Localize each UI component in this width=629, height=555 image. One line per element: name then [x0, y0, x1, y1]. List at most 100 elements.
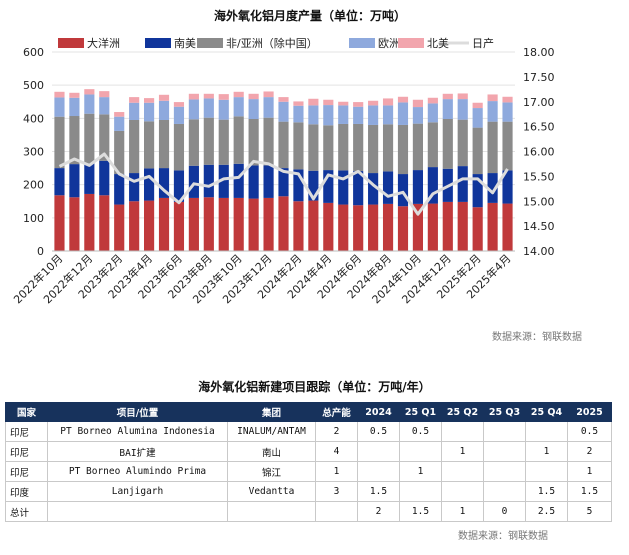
bar-segment [233, 116, 244, 164]
bar-segment [173, 170, 185, 202]
chart-legend: 大洋洲 南美 非/亚洲（除中国） 欧洲 北美 日产 [58, 36, 494, 50]
bar-segment [397, 96, 409, 103]
bar-segment [99, 114, 110, 161]
bar-segment [293, 169, 304, 202]
bar-segment [308, 200, 319, 251]
bar-segment [278, 101, 289, 122]
bar-segment [233, 91, 244, 98]
bar-segment [427, 122, 438, 168]
bar-segment [323, 125, 334, 171]
y-right-tick-label: 17.00 [523, 96, 555, 109]
bar-segment [382, 105, 394, 125]
table-cell: BAI扩建 [47, 441, 228, 462]
bar-segment [188, 165, 199, 198]
bar-segment [173, 106, 185, 124]
table-cell: 1 [441, 501, 484, 522]
bar-segment [99, 91, 110, 98]
table-cell [47, 501, 228, 522]
table-cell: 1 [525, 441, 568, 462]
y-left-tick-label: 100 [23, 212, 44, 225]
bar-segment [218, 99, 229, 120]
table-cell: 锦江 [227, 461, 316, 482]
table-cell [483, 481, 526, 502]
bar-segment [54, 195, 65, 251]
x-axis: 2022年10月2022年12月2023年2月2023年4月2023年6月202… [10, 250, 515, 306]
bar-segment [442, 118, 453, 169]
bar-segment [472, 207, 483, 251]
bar-segment [427, 103, 438, 123]
table-header-cell: 25 Q4 [525, 402, 568, 422]
bar-segment [353, 106, 364, 124]
bar-segment [353, 102, 364, 107]
bar-segment [173, 102, 185, 107]
bar-segment [397, 102, 409, 125]
bar-segment [278, 168, 289, 197]
bar-segment [353, 123, 364, 172]
bar-segment [188, 99, 199, 120]
bar-segment [99, 195, 110, 251]
table-header-cell: 国家 [5, 402, 48, 422]
bar-segment [173, 201, 185, 251]
bar-segment [412, 99, 423, 108]
table-cell: PT Borneo Alumina Indonesia [47, 421, 228, 442]
y-right-tick-label: 18.00 [523, 46, 555, 59]
bar-segment [338, 105, 349, 124]
bar-segment [203, 164, 214, 198]
bar-segment [308, 170, 319, 201]
bar-segment [69, 97, 80, 117]
table-header-cell: 25 Q3 [483, 402, 526, 422]
legend-swatch [197, 38, 223, 48]
table-cell [483, 461, 526, 482]
bar-segment [263, 91, 274, 98]
bar-segment [263, 197, 274, 251]
bar-segment [353, 171, 364, 206]
table-cell: 1.5 [525, 481, 568, 502]
table-header-cell: 项目/位置 [47, 402, 228, 422]
bar-segment [129, 97, 140, 103]
table-header-cell: 2025 [567, 402, 612, 422]
bar-segment [338, 123, 349, 171]
table-cell: Vedantta [227, 481, 316, 502]
table-header-cell: 2024 [357, 402, 400, 422]
bar-segment [412, 170, 423, 204]
bar-segment [129, 102, 140, 120]
bar-segment [84, 89, 95, 95]
bar-segment [278, 196, 289, 251]
legend-label: 北美 [427, 37, 449, 50]
bar-segment [293, 122, 304, 170]
table-header-cell: 集团 [227, 402, 316, 422]
bar-segment [412, 123, 423, 171]
table-body: 印尼 PT Borneo Alumina Indonesia INALUM/ANTA… [5, 421, 612, 522]
table-cell: Lanjigarh [47, 481, 228, 502]
y-right-tick-label: 17.50 [523, 71, 555, 84]
bar-segment [338, 170, 349, 205]
bar-segment [368, 204, 379, 251]
bar-segment [263, 97, 274, 118]
table-cell: 1 [315, 461, 358, 482]
bar-segment [382, 171, 394, 204]
table-cell [441, 421, 484, 442]
bar-segment [368, 100, 379, 106]
bar-segment [308, 105, 319, 125]
legend-label: 非/亚洲（除中国） [226, 36, 318, 50]
bar-segment [338, 101, 349, 106]
bar-segment [218, 197, 229, 251]
y-axis-left: 0 100 200 300 400 500 600 [23, 46, 44, 258]
table-cell: 总计 [5, 501, 48, 522]
table-cell: 印尼 [5, 461, 48, 482]
y-left-tick-label: 500 [23, 79, 44, 92]
table-cell: 1.5 [399, 501, 442, 522]
bar-segment [278, 121, 289, 169]
bar-segment [188, 119, 199, 166]
table-header-cell: 25 Q2 [441, 402, 484, 422]
bar-segment [502, 102, 513, 122]
bar-segment [84, 163, 95, 194]
bar-segment [188, 197, 199, 251]
table-cell: 0.5 [567, 421, 612, 442]
table-cell: 1.5 [567, 481, 612, 502]
table-cell: 1 [441, 441, 484, 462]
y-right-tick-label: 16.50 [523, 121, 555, 134]
table-cell: 1.5 [357, 481, 400, 502]
bar-segment [308, 98, 319, 106]
bar-segment [203, 98, 214, 118]
